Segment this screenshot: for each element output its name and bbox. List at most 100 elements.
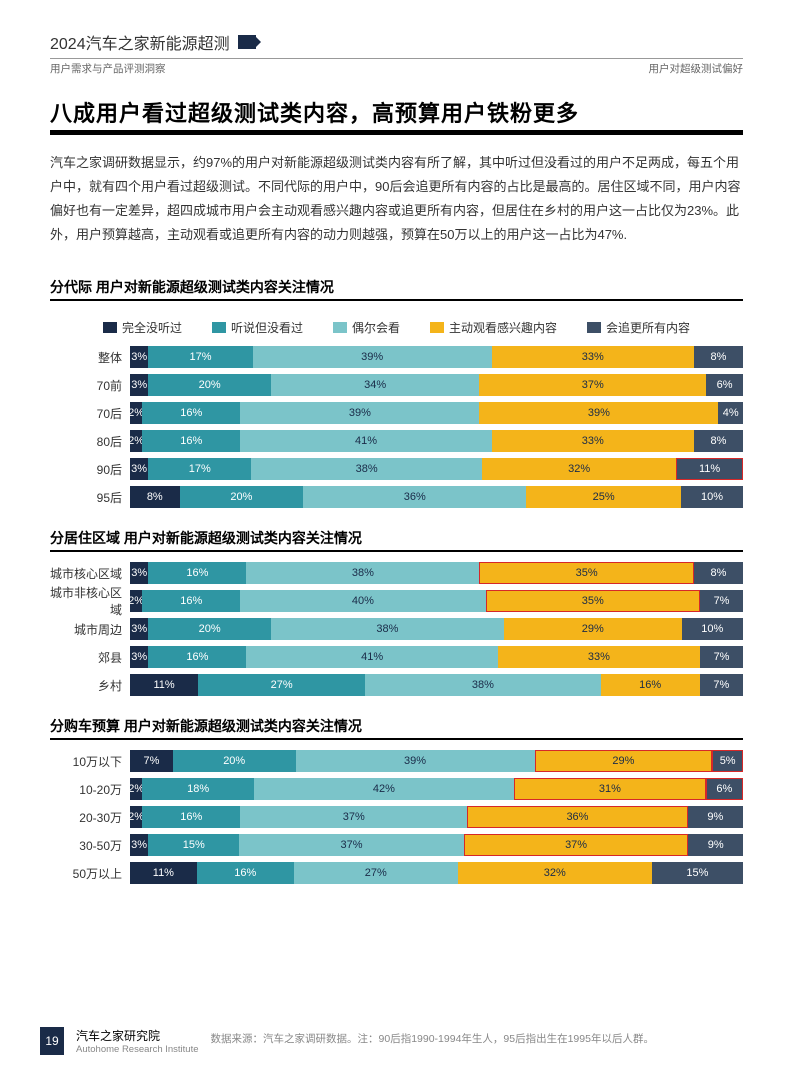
- legend-item: 完全没听过: [103, 319, 182, 336]
- bar-segment: 35%: [479, 562, 694, 584]
- legend-swatch: [430, 322, 444, 333]
- bar-segment: 36%: [467, 806, 688, 828]
- bar-segment: 25%: [526, 486, 681, 508]
- bar-segment: 6%: [706, 778, 743, 800]
- chart-row: 城市非核心区域2%16%40%35%7%: [50, 590, 743, 612]
- bar-segment: 42%: [254, 778, 514, 800]
- bar-segment: 20%: [180, 486, 304, 508]
- row-label: 10-20万: [50, 781, 130, 798]
- legend-swatch: [212, 322, 226, 333]
- row-label: 乡村: [50, 677, 130, 694]
- flag-icon: [238, 35, 256, 49]
- footnote: 数据来源：汽车之家调研数据。注：90后指1990-1994年生人，95后指出生在…: [211, 1027, 743, 1046]
- chart-row: 70前3%20%34%37%6%: [50, 374, 743, 396]
- bar-segment: 15%: [652, 862, 743, 884]
- stacked-bar: 3%17%39%33%8%: [130, 346, 743, 368]
- bar-segment: 29%: [535, 750, 713, 772]
- bar-segment: 2%: [130, 590, 142, 612]
- bar-segment: 41%: [240, 430, 491, 452]
- bar-segment: 40%: [240, 590, 485, 612]
- chart-row: 10-20万2%18%42%31%6%: [50, 778, 743, 800]
- bar-segment: 4%: [718, 402, 743, 424]
- body-text: 汽车之家调研数据显示，约97%的用户对新能源超级测试类内容有所了解，其中听过但没…: [50, 151, 743, 247]
- chart-row: 城市周边3%20%38%29%10%: [50, 618, 743, 640]
- legend-item: 主动观看感兴趣内容: [430, 319, 557, 336]
- bar-segment: 7%: [700, 674, 743, 696]
- bar-segment: 2%: [130, 402, 142, 424]
- bar-segment: 33%: [498, 646, 700, 668]
- legend-swatch: [587, 322, 601, 333]
- chart-row: 10万以下7%20%39%29%5%: [50, 750, 743, 772]
- row-label: 20-30万: [50, 809, 130, 826]
- stacked-bar: 2%18%42%31%6%: [130, 778, 743, 800]
- legend-label: 偶尔会看: [352, 319, 400, 336]
- bar-segment: 3%: [130, 374, 148, 396]
- bar-segment: 18%: [142, 778, 253, 800]
- bar-segment: 5%: [712, 750, 743, 772]
- bar-segment: 36%: [303, 486, 526, 508]
- bar-segment: 37%: [464, 834, 689, 856]
- legend-item: 偶尔会看: [333, 319, 400, 336]
- bar-segment: 16%: [601, 674, 700, 696]
- bar-segment: 32%: [482, 458, 676, 480]
- legend-item: 听说但没看过: [212, 319, 303, 336]
- chart-row: 20-30万2%16%37%36%9%: [50, 806, 743, 828]
- bar-segment: 33%: [492, 346, 694, 368]
- stacked-bar: 3%15%37%37%9%: [130, 834, 743, 856]
- bar-segment: 16%: [142, 806, 240, 828]
- bar-segment: 38%: [251, 458, 482, 480]
- stacked-bar-chart: 10万以下7%20%39%29%5%10-20万2%18%42%31%6%20-…: [50, 750, 743, 884]
- bar-segment: 7%: [700, 590, 743, 612]
- chart-row: 30-50万3%15%37%37%9%: [50, 834, 743, 856]
- stacked-bar: 3%16%41%33%7%: [130, 646, 743, 668]
- bar-segment: 16%: [148, 562, 246, 584]
- bar-segment: 39%: [479, 402, 718, 424]
- bar-segment: 15%: [148, 834, 239, 856]
- header-rule: [50, 58, 743, 59]
- bar-segment: 3%: [130, 346, 148, 368]
- footer: 19 汽车之家研究院 Autohome Research Institute 数…: [40, 1027, 743, 1055]
- row-label: 城市周边: [50, 621, 130, 638]
- chart-row: 80后2%16%41%33%8%: [50, 430, 743, 452]
- bar-segment: 10%: [681, 486, 743, 508]
- chart-row: 城市核心区域3%16%38%35%8%: [50, 562, 743, 584]
- bar-segment: 8%: [694, 346, 743, 368]
- stacked-bar: 3%20%34%37%6%: [130, 374, 743, 396]
- legend-swatch: [333, 322, 347, 333]
- bar-segment: 11%: [676, 458, 743, 480]
- bar-segment: 3%: [130, 834, 148, 856]
- stacked-bar: 2%16%41%33%8%: [130, 430, 743, 452]
- page-title: 八成用户看过超级测试类内容，高预算用户铁粉更多: [50, 96, 743, 128]
- stacked-bar-chart: 整体3%17%39%33%8%70前3%20%34%37%6%70后2%16%3…: [50, 346, 743, 508]
- chart-row: 郊县3%16%41%33%7%: [50, 646, 743, 668]
- bar-segment: 3%: [130, 646, 148, 668]
- bar-segment: 37%: [239, 834, 464, 856]
- bar-segment: 3%: [130, 562, 148, 584]
- section-title: 分购车预算 用户对新能源超级测试类内容关注情况: [50, 716, 743, 740]
- row-label: 城市核心区域: [50, 565, 130, 582]
- chart-row: 70后2%16%39%39%4%: [50, 402, 743, 424]
- legend-label: 主动观看感兴趣内容: [449, 319, 557, 336]
- bar-segment: 9%: [688, 834, 743, 856]
- bar-segment: 3%: [130, 618, 148, 640]
- stacked-bar: 11%16%27%32%15%: [130, 862, 743, 884]
- stacked-bar: 2%16%40%35%7%: [130, 590, 743, 612]
- bar-segment: 16%: [197, 862, 294, 884]
- legend-label: 听说但没看过: [231, 319, 303, 336]
- bar-segment: 20%: [148, 374, 271, 396]
- title-bar: [50, 130, 743, 135]
- bar-segment: 32%: [458, 862, 652, 884]
- footer-brand-cn: 汽车之家研究院: [76, 1027, 199, 1044]
- row-label: 70前: [50, 377, 130, 394]
- bar-segment: 39%: [253, 346, 492, 368]
- legend-label: 完全没听过: [122, 319, 182, 336]
- bar-segment: 35%: [486, 590, 701, 612]
- row-label: 郊县: [50, 649, 130, 666]
- bar-segment: 2%: [130, 806, 142, 828]
- bar-segment: 3%: [130, 458, 148, 480]
- bar-segment: 2%: [130, 430, 142, 452]
- bar-segment: 29%: [504, 618, 682, 640]
- bar-segment: 2%: [130, 778, 142, 800]
- page-number: 19: [40, 1027, 64, 1055]
- bar-segment: 20%: [173, 750, 296, 772]
